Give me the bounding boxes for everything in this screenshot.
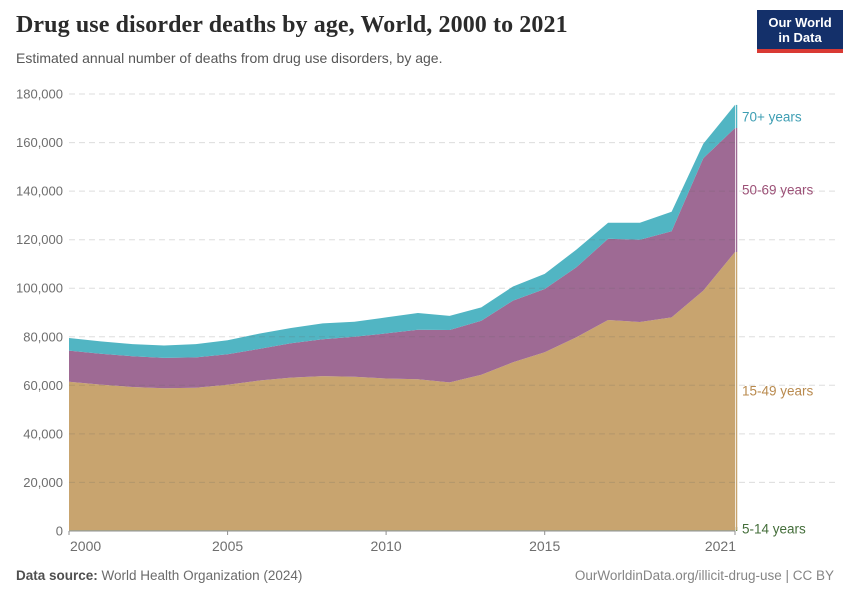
owid-logo-line1: Our World bbox=[768, 14, 832, 30]
y-tick-label-0: 0 bbox=[56, 524, 63, 539]
x-tick-label-2015: 2015 bbox=[529, 538, 560, 554]
page-title: Drug use disorder deaths by age, World, … bbox=[16, 12, 568, 38]
owid-logo-line2: in Data bbox=[778, 29, 822, 45]
y-tick-label-20000: 20,000 bbox=[23, 475, 63, 490]
y-tick-label-160000: 160,000 bbox=[16, 135, 63, 150]
x-tick-label-2010: 2010 bbox=[371, 538, 402, 554]
area-70-years[interactable] bbox=[69, 104, 735, 358]
y-tick-label-120000: 120,000 bbox=[16, 232, 63, 247]
x-tick-label-2021: 2021 bbox=[705, 538, 736, 554]
series-label-15-49-years[interactable]: 15-49 years bbox=[742, 383, 814, 399]
owid-logo[interactable]: Our World in Data bbox=[757, 10, 843, 53]
area-50-69-years[interactable] bbox=[69, 128, 735, 389]
y-tick-label-40000: 40,000 bbox=[23, 426, 63, 441]
y-tick-label-100000: 100,000 bbox=[16, 281, 63, 296]
series-label-50-69-years[interactable]: 50-69 years bbox=[742, 182, 814, 198]
series-label-70-years[interactable]: 70+ years bbox=[742, 109, 802, 124]
chart-subtitle: Estimated annual number of deaths from d… bbox=[16, 50, 443, 66]
data-source-label: Data source: bbox=[16, 568, 98, 583]
y-tick-label-60000: 60,000 bbox=[23, 378, 63, 393]
series-label-5-14-years[interactable]: 5-14 years bbox=[742, 521, 806, 537]
area-15-49-years[interactable] bbox=[69, 252, 735, 531]
attribution-link[interactable]: OurWorldinData.org/illicit-drug-use | CC… bbox=[574, 568, 834, 583]
y-tick-label-140000: 140,000 bbox=[16, 184, 63, 199]
x-tick-label-2000: 2000 bbox=[70, 538, 101, 554]
y-tick-label-180000: 180,000 bbox=[16, 87, 63, 102]
data-source-value: World Health Organization (2024) bbox=[97, 568, 303, 583]
x-tick-label-2005: 2005 bbox=[212, 538, 243, 554]
y-tick-label-80000: 80,000 bbox=[23, 329, 63, 344]
data-source: Data source: World Health Organization (… bbox=[16, 568, 302, 583]
